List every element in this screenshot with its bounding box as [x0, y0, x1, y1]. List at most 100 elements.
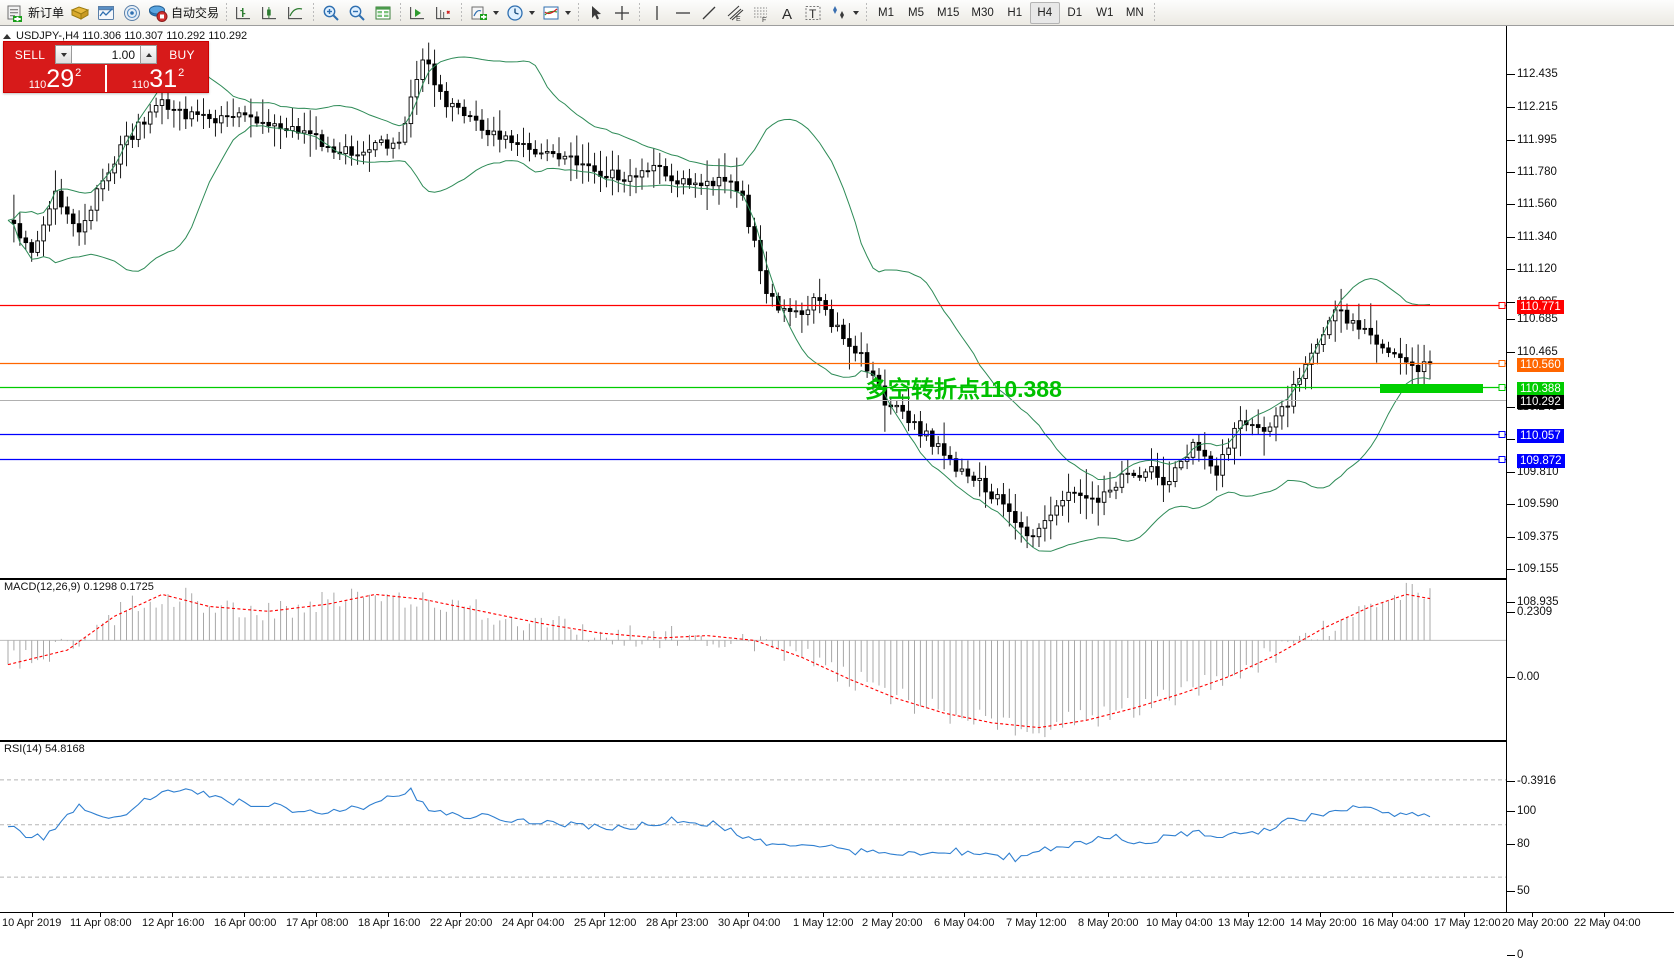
- time-axis[interactable]: 10 Apr 2019 11 Apr 08:00 12 Apr 16:00 16 Ap…: [0, 912, 1674, 945]
- rsi-pane-divider: [0, 740, 1506, 742]
- bar-chart-button[interactable]: [231, 1, 257, 25]
- time-tick: [964, 913, 965, 917]
- volume-decrement-button[interactable]: [55, 45, 72, 64]
- price-scale-label: 109.810: [1517, 466, 1559, 478]
- text-label-icon: T: [803, 3, 823, 23]
- timeframe-mn[interactable]: MN: [1125, 6, 1144, 19]
- channel-icon: E: [725, 3, 745, 23]
- one-click-divider: [105, 65, 107, 92]
- text-label-tool[interactable]: T: [800, 1, 826, 25]
- timeframe-m15[interactable]: M15: [937, 6, 960, 19]
- chart-area[interactable]: USDJPY-,H4 110.306 110.307 110.292 110.2…: [0, 26, 1674, 961]
- volume-input[interactable]: 1.00: [72, 45, 140, 64]
- zoom-in-button[interactable]: [318, 1, 344, 25]
- timeframe-w1[interactable]: W1: [1096, 6, 1114, 19]
- crosshair-icon: [612, 3, 632, 23]
- period-button[interactable]: [502, 1, 538, 25]
- toolbar-separator-3: [400, 2, 402, 23]
- expert-advisors-button[interactable]: [67, 1, 93, 25]
- timeframe-h4[interactable]: H4: [1029, 1, 1060, 24]
- time-tick: [1532, 913, 1533, 917]
- sell-price-sup: 2: [75, 67, 82, 79]
- price-scale-label: 109.590: [1517, 498, 1559, 510]
- volume-stepper[interactable]: 1.00: [55, 45, 157, 64]
- price-scale-label: 111.995: [1517, 134, 1557, 146]
- time-axis-label: 12 Apr 16:00: [142, 917, 205, 929]
- price-chart-canvas[interactable]: [0, 26, 1507, 578]
- time-tick: [1320, 913, 1321, 917]
- time-tick: [172, 913, 173, 917]
- buy-price-prefix: 110: [131, 79, 150, 91]
- trendline-tool[interactable]: [696, 1, 722, 25]
- period-caret-icon[interactable]: [529, 10, 536, 15]
- time-axis-label: 13 May 12:00: [1218, 917, 1285, 929]
- time-tick: [1248, 913, 1249, 917]
- buy-price-big: 31: [149, 65, 178, 93]
- equidistant-channel-tool[interactable]: E: [722, 1, 748, 25]
- candlestick-chart-button[interactable]: [257, 1, 283, 25]
- volume-increment-button[interactable]: [140, 45, 157, 64]
- cursor-tool[interactable]: [583, 1, 609, 25]
- add-indicator-button[interactable]: [466, 1, 502, 25]
- price-level-label-110388[interactable]: 110.388: [1517, 382, 1564, 396]
- chart-annotation-text: 多空转折点110.388: [865, 376, 1062, 402]
- collapse-triangle-icon[interactable]: [3, 33, 11, 39]
- fibonacci-tool[interactable]: F: [748, 1, 774, 25]
- sell-price-button[interactable]: 110 29 2: [4, 65, 105, 92]
- chart-shift-button[interactable]: [431, 1, 457, 25]
- shapes-icon: [829, 3, 849, 23]
- text-tool[interactable]: A: [774, 1, 800, 25]
- time-tick: [32, 913, 33, 917]
- price-scale[interactable]: 112.435 112.215 111.995 111.780 111.560 111.3…: [1507, 26, 1674, 961]
- price-level-label-110771[interactable]: 110.771: [1517, 300, 1564, 314]
- price-level-label-110560[interactable]: 110.560: [1517, 358, 1564, 372]
- tile-windows-button[interactable]: [370, 1, 396, 25]
- price-tick: [1507, 472, 1515, 473]
- price-level-label-110057[interactable]: 110.057: [1517, 429, 1564, 443]
- timeframe-m1[interactable]: M1: [878, 6, 895, 19]
- data-window-icon: [96, 3, 116, 23]
- template-icon: [541, 3, 561, 23]
- buy-price-button[interactable]: 110 31 2: [107, 65, 208, 92]
- zoom-out-button[interactable]: [344, 1, 370, 25]
- time-tick: [388, 913, 389, 917]
- price-tick: [1507, 504, 1515, 505]
- vertical-line-tool[interactable]: [644, 1, 670, 25]
- symbol-caption: USDJPY-,H4 110.306 110.307 110.292 110.2…: [3, 30, 247, 42]
- price-level-label-110292[interactable]: 110.292: [1517, 395, 1564, 409]
- auto-trading-icon: [148, 3, 168, 23]
- navigator-button[interactable]: [119, 1, 145, 25]
- fibonacci-icon: F: [751, 3, 771, 23]
- one-click-trading-panel[interactable]: SELL 1.00 BUY 110 29 2: [3, 41, 209, 93]
- data-window-button[interactable]: [93, 1, 119, 25]
- price-tick: [1507, 74, 1515, 75]
- timeframe-h1[interactable]: H1: [1007, 6, 1023, 19]
- toolbar-separator-8: [1153, 2, 1155, 23]
- auto-scroll-button[interactable]: [405, 1, 431, 25]
- objects-tool[interactable]: [826, 1, 862, 25]
- vertical-line-icon: [647, 3, 667, 23]
- price-level-label-109872[interactable]: 109.872: [1517, 454, 1565, 468]
- time-tick: [1036, 913, 1037, 917]
- time-axis-label: 28 Apr 23:00: [646, 917, 709, 929]
- crosshair-tool[interactable]: [609, 1, 635, 25]
- templates-caret-icon[interactable]: [565, 10, 572, 15]
- horizontal-line-tool[interactable]: [670, 1, 696, 25]
- time-axis-label: 14 May 20:00: [1290, 917, 1357, 929]
- add-indicator-caret-icon[interactable]: [493, 10, 500, 15]
- time-axis-label: 30 Apr 04:00: [718, 917, 781, 929]
- timeframe-m5[interactable]: M5: [908, 6, 925, 19]
- templates-button[interactable]: [538, 1, 574, 25]
- time-axis-label: 7 May 12:00: [1006, 917, 1067, 929]
- timeframe-d1[interactable]: D1: [1067, 6, 1083, 19]
- objects-caret-icon[interactable]: [853, 10, 860, 15]
- new-order-button[interactable]: 新订单: [2, 1, 67, 25]
- svg-text:A: A: [782, 6, 792, 23]
- line-chart-button[interactable]: [283, 1, 309, 25]
- time-axis-label: 24 Apr 04:00: [502, 917, 565, 929]
- auto-trading-button[interactable]: 自动交易: [145, 1, 222, 25]
- rsi-chart-canvas[interactable]: [0, 742, 1507, 912]
- macd-chart-canvas[interactable]: [0, 580, 1507, 740]
- macd-scale-label: 0.2309: [1517, 606, 1553, 618]
- timeframe-m30[interactable]: M30: [971, 6, 994, 19]
